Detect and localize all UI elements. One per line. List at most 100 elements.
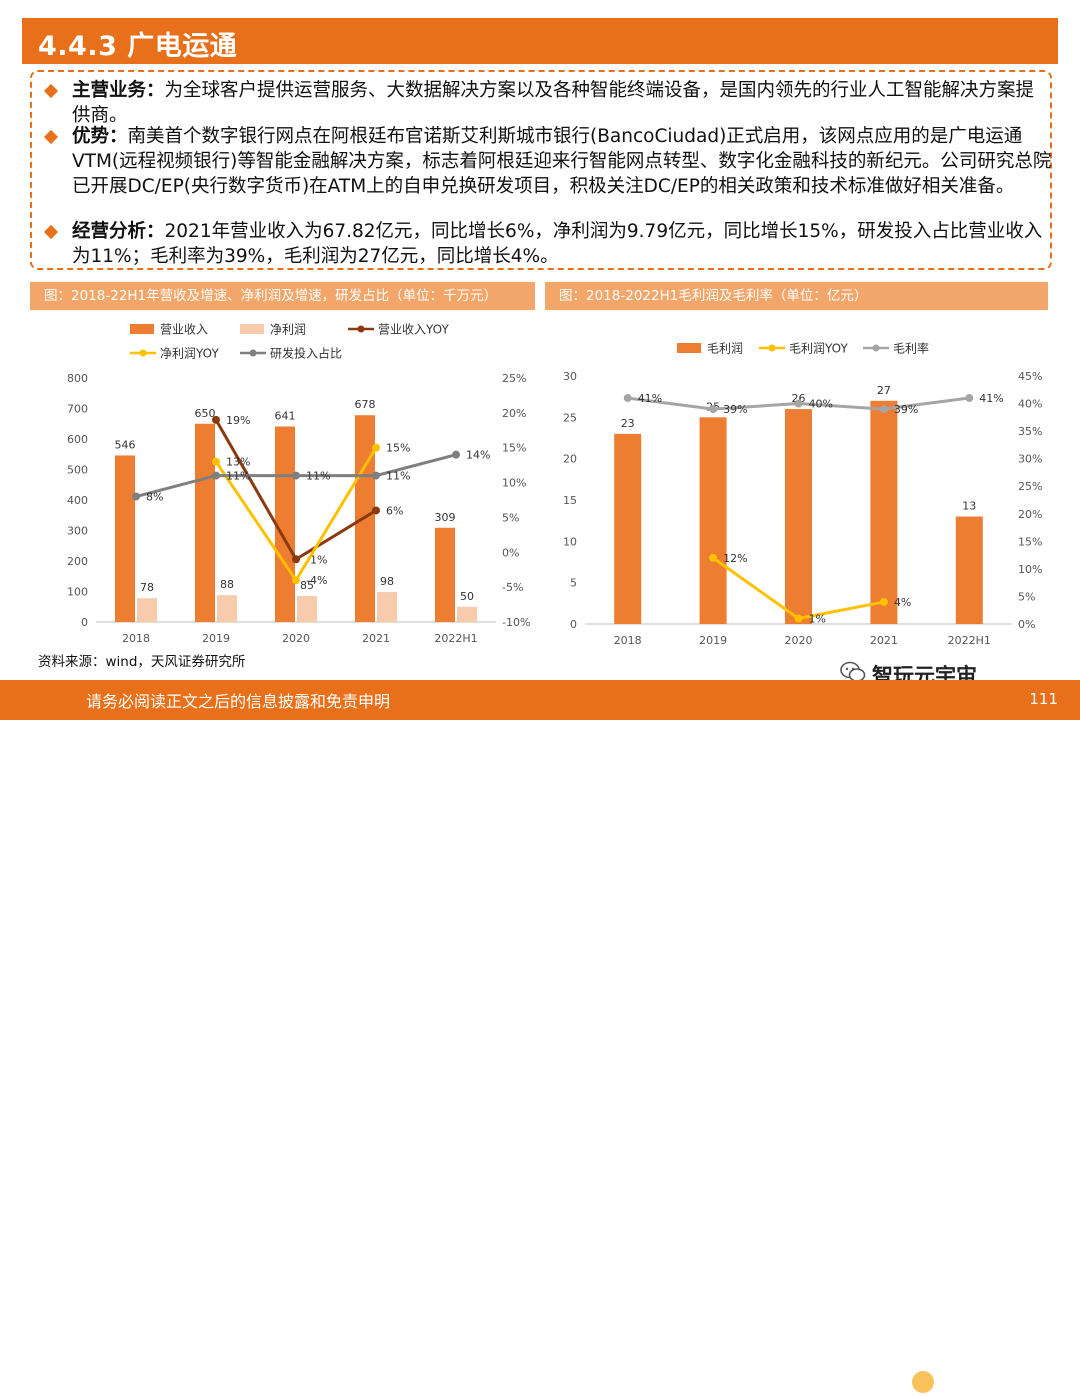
line-value-label: -4% (306, 574, 327, 587)
line-value-label: 1% (809, 612, 826, 625)
bar-value-label: 13 (962, 500, 976, 513)
x-tick-label: 2018 (122, 632, 150, 645)
line-value-label: 4% (894, 596, 911, 609)
line-point (132, 492, 140, 501)
line-point (965, 394, 974, 403)
line-point (212, 457, 220, 466)
y-tick-label: 800 (67, 372, 88, 385)
summary-box: 主营业务：为全球客户提供运营服务、大数据解决方案以及各种智能终端设备，是国内领先… (30, 70, 1052, 270)
bar-value-label: 641 (275, 409, 296, 422)
title-bar: 4.4.3 广电运通 (22, 18, 1058, 64)
flower-logo-icon (912, 1371, 934, 1393)
summary-label: 主营业务： (72, 80, 165, 101)
page-title: 4.4.3 广电运通 (38, 31, 238, 62)
line-value-label: 11% (386, 470, 410, 483)
y-tick-label: 30 (563, 370, 577, 383)
bar (699, 417, 727, 624)
line-point (794, 399, 803, 408)
bar-value-label: 23 (621, 417, 635, 430)
source-note: 资料来源：wind，天风证券研究所 (38, 654, 246, 670)
line-value-label: 13% (226, 456, 250, 469)
line-value-label: 40% (809, 398, 833, 411)
bar-value-label: 78 (140, 581, 154, 594)
legend-label: 营业收入YOY (378, 323, 449, 337)
y2-tick-label: 10% (1018, 563, 1042, 576)
legend-label: 营业收入 (160, 323, 208, 337)
bar-value-label: 546 (115, 438, 136, 451)
line-value-label: 11% (226, 470, 250, 483)
bar-value-label: 650 (195, 407, 216, 420)
y2-tick-label: 25% (502, 372, 526, 385)
bar (785, 409, 812, 624)
y-tick-label: 10 (563, 535, 577, 548)
line-value-label: 39% (723, 403, 747, 416)
line-value-label: 39% (894, 403, 918, 416)
line-value-label: 12% (723, 552, 747, 565)
logo-en: TF SECURITIES (938, 1384, 983, 1391)
bar (275, 426, 295, 622)
y2-tick-label: 25% (1018, 480, 1042, 493)
x-tick-label: 2018 (614, 634, 642, 647)
line-value-label: 11% (306, 470, 330, 483)
y-tick-label: 0 (570, 618, 577, 631)
y2-tick-label: 10% (502, 477, 526, 490)
line-point (292, 576, 300, 585)
legend-swatch (357, 325, 365, 333)
y-tick-label: 500 (67, 464, 88, 477)
line-value-label: 19% (226, 414, 250, 427)
legend-swatch (139, 349, 147, 357)
line-point (709, 553, 718, 562)
y2-tick-label: 30% (1018, 453, 1042, 466)
line-point (709, 405, 718, 414)
x-tick-label: 2021 (870, 634, 898, 647)
y-tick-label: 300 (67, 525, 88, 538)
page-number: 111 (1029, 690, 1058, 708)
summary-text: 南美首个数字银行网点在阿根廷布官诺斯艾利斯城市银行(BancoCiudad)正式… (72, 126, 1052, 197)
right-chart: 毛利润 毛利润YOY 毛利率 0 5 10 15 20 25 30 0% 5% 10% 15% 20% 25%… (563, 341, 1042, 648)
y-tick-label: 200 (67, 555, 88, 568)
summary-label: 经营分析： (72, 221, 165, 242)
line-point (623, 394, 632, 403)
line-point (372, 506, 380, 515)
line-point (292, 555, 300, 564)
y-tick-label: 600 (67, 433, 88, 446)
bar (217, 595, 237, 622)
line-point (212, 415, 220, 424)
summary-text: 2021年营业收入为67.82亿元，同比增长6%，净利润为9.79亿元，同比增长… (72, 221, 1043, 267)
y2-tick-label: 15% (502, 442, 526, 455)
y2-tick-label: 20% (502, 407, 526, 420)
y-tick-label: 25 (563, 411, 577, 424)
y-tick-label: 20 (563, 453, 577, 466)
y2-tick-label: 40% (1018, 398, 1042, 411)
bar (870, 400, 898, 624)
legend-swatch (677, 343, 701, 353)
footer-bar: 请务必阅读正文之后的信息披露和免责申明 天风证券 TF SECURITIES 1… (0, 680, 1080, 1393)
bar-value-label: 50 (460, 590, 474, 603)
bar (457, 606, 477, 622)
x-tick-label: 2022H1 (434, 632, 477, 645)
diamond-bullet-icon (43, 224, 59, 240)
y2-tick-label: 20% (1018, 508, 1042, 521)
bar (115, 455, 135, 622)
x-tick-label: 2022H1 (948, 634, 991, 647)
y-tick-label: 100 (67, 586, 88, 599)
legend-swatch (768, 344, 776, 352)
bar (955, 516, 983, 624)
line-point (372, 443, 380, 452)
left-chart: 营业收入 净利润 营业收入YOY 净利润YOY 研发投入占比 0 100 200 300 400 5… (67, 323, 530, 646)
summary-text: 为全球客户提供运营服务、大数据解决方案以及各种智能终端设备，是国内领先的行业人工… (72, 80, 1035, 126)
line-point (452, 450, 460, 459)
y-tick-label: 700 (67, 403, 88, 416)
y2-tick-label: 5% (1018, 590, 1035, 603)
line-value-label: 14% (466, 449, 490, 462)
legend-label: 毛利润 (707, 342, 743, 356)
line-point (212, 471, 220, 480)
y2-tick-label: 5% (502, 511, 519, 524)
bar (297, 596, 317, 622)
diamond-bullet-icon (43, 83, 59, 99)
legend-label: 毛利润YOY (789, 342, 848, 356)
bar (137, 598, 157, 622)
y2-tick-label: 45% (1018, 370, 1042, 383)
y-tick-label: 0 (81, 616, 88, 629)
bar (195, 423, 215, 622)
